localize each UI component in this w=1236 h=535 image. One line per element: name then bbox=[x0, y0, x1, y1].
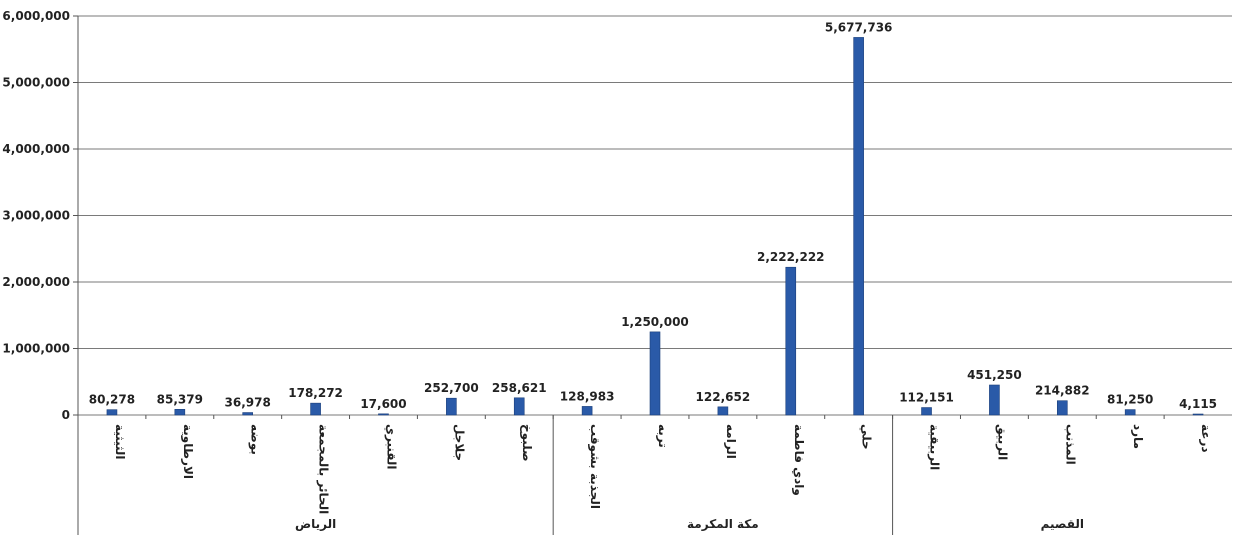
data-labels: 80,278 85,379 36,978 178,272 17,600 252,700 25… bbox=[89, 20, 1217, 411]
data-label: 80,278 bbox=[89, 393, 135, 407]
data-label: 17,600 bbox=[360, 397, 406, 411]
category-label: درعة bbox=[1199, 424, 1213, 453]
bar bbox=[174, 409, 186, 416]
group-label: مكة المكرمة bbox=[687, 517, 759, 531]
category-label: القنبري bbox=[384, 424, 398, 470]
category-label: الجذبة بشوقب bbox=[587, 424, 602, 509]
y-tick-label: 1,000,000 bbox=[2, 342, 70, 356]
y-axis-ticks: 0 1,000,000 2,000,000 3,000,000 4,000,000 5,0… bbox=[2, 9, 78, 422]
category-label: المذنب bbox=[1063, 424, 1077, 465]
bar bbox=[310, 402, 321, 416]
y-tick-label: 5,000,000 bbox=[2, 76, 70, 90]
group-labels: الرياض مكة المكرمة القصيم bbox=[295, 415, 1084, 535]
bar bbox=[1192, 413, 1204, 416]
category-labels: الثيثية الارطاوية بوضه الحائر بالمجمعة القنب… bbox=[77, 415, 1213, 514]
data-label: 258,621 bbox=[492, 381, 547, 395]
bar bbox=[717, 406, 729, 416]
category-label: الثيثية bbox=[113, 424, 127, 460]
category-label: بوضه bbox=[248, 424, 263, 455]
bar bbox=[1056, 400, 1068, 416]
data-label: 5,677,736 bbox=[825, 20, 893, 34]
data-label: 451,250 bbox=[967, 368, 1022, 382]
group-label: القصيم bbox=[1041, 517, 1084, 531]
data-label: 2,222,222 bbox=[757, 250, 825, 264]
data-label: 252,700 bbox=[424, 381, 479, 395]
category-label: الرامه bbox=[724, 424, 738, 459]
bar bbox=[649, 331, 661, 416]
data-label: 81,250 bbox=[1107, 393, 1153, 407]
data-label: 85,379 bbox=[157, 392, 203, 406]
category-label: الارطاوية bbox=[180, 424, 195, 479]
group-label: الرياض bbox=[295, 517, 336, 531]
data-label: 178,272 bbox=[288, 386, 343, 400]
category-label: الربيق bbox=[995, 424, 1009, 460]
bar bbox=[989, 384, 1000, 416]
bar bbox=[1124, 409, 1136, 416]
category-label: الربيقية bbox=[928, 424, 942, 470]
y-tick-label: 2,000,000 bbox=[2, 275, 70, 289]
data-label: 122,652 bbox=[696, 390, 751, 404]
bar bbox=[853, 37, 864, 416]
category-label: جلاجل bbox=[452, 424, 466, 461]
y-tick-label: 6,000,000 bbox=[2, 9, 70, 23]
y-tick-label: 4,000,000 bbox=[2, 142, 70, 156]
data-label: 128,983 bbox=[560, 389, 615, 403]
bar bbox=[242, 412, 254, 416]
gridlines bbox=[78, 15, 1232, 416]
bar bbox=[446, 397, 457, 416]
data-label: 1,250,000 bbox=[621, 315, 689, 329]
category-label: الحائر بالمجمعة bbox=[317, 424, 331, 514]
y-tick-label: 3,000,000 bbox=[2, 209, 70, 223]
data-label: 112,151 bbox=[899, 391, 954, 405]
data-label: 36,978 bbox=[225, 396, 271, 410]
bar bbox=[378, 413, 389, 416]
data-label: 214,882 bbox=[1035, 384, 1090, 398]
data-label: 4,115 bbox=[1179, 397, 1217, 411]
bar bbox=[785, 266, 797, 416]
bar bbox=[581, 406, 593, 416]
bar bbox=[921, 407, 932, 416]
category-label: صلبوخ bbox=[519, 424, 534, 462]
category-label: حلي bbox=[860, 424, 874, 450]
bar bbox=[513, 397, 525, 416]
category-label: مارد bbox=[1131, 424, 1145, 449]
category-label: وادي فاطمة bbox=[791, 424, 806, 496]
category-label: تربه bbox=[656, 424, 670, 448]
bar bbox=[106, 409, 118, 416]
bars bbox=[106, 37, 1204, 416]
y-tick-label: 0 bbox=[62, 408, 70, 422]
